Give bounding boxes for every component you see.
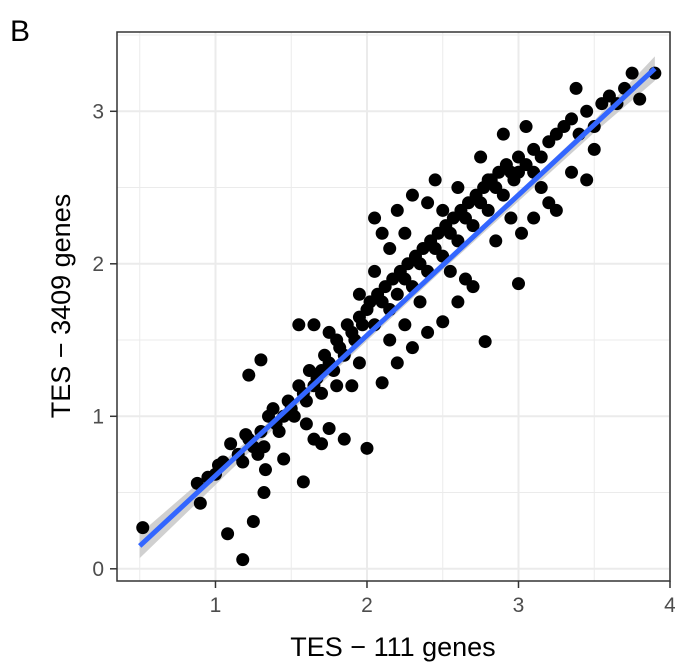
data-point [421, 196, 435, 210]
data-point [246, 515, 260, 529]
data-point [390, 203, 404, 217]
data-point [413, 295, 427, 309]
data-point [299, 417, 313, 431]
data-point [474, 150, 488, 164]
y-tick-label: 3 [92, 100, 104, 123]
data-point [569, 81, 583, 95]
data-point [375, 226, 389, 240]
data-point [421, 325, 435, 339]
data-point [352, 287, 366, 301]
data-point [355, 318, 369, 332]
x-tick-label: 2 [361, 594, 373, 617]
data-point [375, 376, 389, 390]
data-point [352, 356, 366, 370]
data-point [565, 165, 579, 179]
y-tick-label: 2 [92, 253, 104, 276]
data-point [504, 211, 518, 225]
fit-line-layer [138, 66, 657, 548]
data-point [390, 287, 404, 301]
data-point [266, 402, 280, 416]
data-point [390, 356, 404, 370]
data-point [337, 432, 351, 446]
data-point [193, 496, 207, 510]
data-point [478, 335, 492, 349]
data-point [272, 425, 286, 439]
x-tick-label: 1 [210, 594, 222, 617]
data-point [515, 226, 529, 240]
data-point [296, 475, 310, 489]
data-point [511, 277, 525, 291]
data-point [489, 234, 503, 248]
data-point [436, 203, 450, 217]
data-point [527, 211, 541, 225]
data-point [398, 226, 412, 240]
data-point [236, 455, 250, 469]
data-point [534, 181, 548, 195]
data-point [436, 315, 450, 329]
data-point [368, 211, 382, 225]
data-point [315, 386, 329, 400]
data-point [330, 379, 344, 393]
data-point [258, 463, 272, 477]
data-point [368, 264, 382, 278]
data-point [257, 440, 271, 454]
data-point [625, 66, 639, 80]
data-point [292, 318, 306, 332]
data-point [519, 120, 533, 134]
data-point [383, 242, 397, 256]
data-point [224, 437, 238, 451]
y-tick-label: 0 [92, 558, 104, 581]
x-tick-label: 3 [513, 594, 525, 617]
data-point [242, 368, 256, 382]
data-point [307, 318, 321, 332]
data-point [451, 295, 465, 309]
data-point [315, 437, 329, 451]
data-point [580, 104, 594, 118]
data-point [287, 409, 301, 423]
data-point [633, 92, 647, 106]
x-tick-label: 4 [664, 594, 675, 617]
data-point [511, 165, 525, 179]
data-point [236, 553, 250, 567]
data-point [443, 264, 457, 278]
data-point [277, 452, 291, 466]
data-point [481, 203, 495, 217]
plot-border [116, 31, 671, 582]
data-point [481, 173, 495, 187]
y-axis: 0 1 2 3 [92, 100, 117, 581]
data-point [466, 219, 480, 233]
data-point [322, 325, 336, 339]
y-axis-title: TES − 3409 genes [46, 194, 76, 418]
data-point [136, 521, 150, 535]
y-tick-label: 1 [92, 405, 104, 428]
data-point [549, 203, 563, 217]
data-point [383, 333, 397, 347]
data-point [322, 422, 336, 435]
data-point [458, 272, 472, 286]
data-point [451, 181, 465, 195]
data-point [257, 486, 271, 500]
data-point [565, 112, 579, 126]
x-axis: 1 2 3 4 [210, 581, 675, 617]
fit-line [138, 66, 657, 548]
data-point [451, 234, 465, 248]
x-axis-title: TES − 111 genes [290, 632, 495, 662]
data-point [345, 379, 359, 393]
data-point [496, 188, 510, 202]
data-point [221, 527, 235, 541]
data-point [428, 173, 442, 187]
data-point [587, 142, 601, 156]
data-point [405, 341, 419, 355]
panel-label: B [10, 15, 30, 48]
data-point [496, 127, 510, 141]
data-point [254, 353, 268, 367]
data-point [398, 318, 412, 332]
data-point [405, 188, 419, 202]
data-point [534, 150, 548, 164]
data-point [580, 173, 594, 187]
data-point [360, 441, 374, 455]
